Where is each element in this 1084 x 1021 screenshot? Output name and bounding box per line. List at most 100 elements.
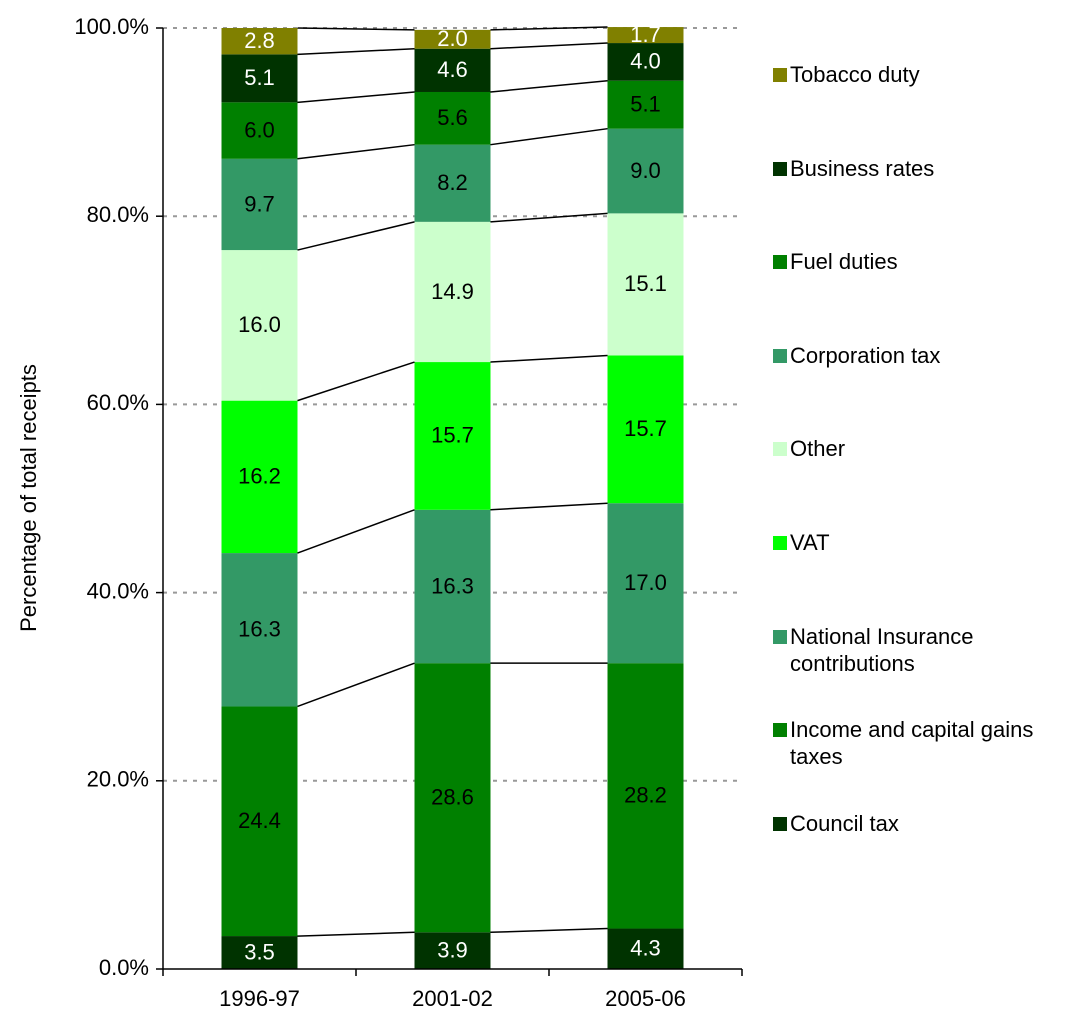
connector-line <box>297 47 415 56</box>
data-label: 24.4 <box>238 808 281 833</box>
legend-item: Tobacco duty <box>773 61 1073 88</box>
data-label: 16.0 <box>238 312 281 337</box>
y-tick-label: 40.0% <box>87 578 149 603</box>
bar-segment <box>607 663 684 929</box>
legend-label: Business rates <box>790 155 935 181</box>
data-label: 5.1 <box>244 65 275 90</box>
bar-segment <box>221 400 298 554</box>
data-label: 28.2 <box>624 783 667 808</box>
legend-swatch <box>773 816 787 831</box>
bar-segment <box>414 362 491 510</box>
bar-segment <box>607 43 684 81</box>
y-axis-title: Percentage of total receipts <box>16 364 41 632</box>
bar-segment <box>221 54 298 103</box>
y-tick-label: 80.0% <box>87 202 149 227</box>
data-label: 2.8 <box>244 28 275 53</box>
legend-item: National Insurance contributions <box>773 623 1073 677</box>
bar-segment <box>221 936 298 969</box>
data-label: 9.7 <box>244 191 275 216</box>
connector-line <box>297 509 415 554</box>
y-tick-label: 20.0% <box>87 767 149 792</box>
connector-line <box>490 354 608 363</box>
legend-item: Other <box>773 435 1073 462</box>
bar-segment <box>414 221 491 363</box>
legend-label: National Insurance contributions <box>790 623 974 676</box>
data-label: 2.0 <box>437 26 468 51</box>
legend-swatch <box>773 255 787 270</box>
bar-segment <box>221 102 298 159</box>
legend-item: Council tax <box>773 810 1073 837</box>
data-label: 1.7 <box>630 22 661 47</box>
y-tick-label: 100.0% <box>74 14 149 39</box>
legend-item: VAT <box>773 529 1073 556</box>
legend-label: Income and capital gains taxes <box>790 717 1034 770</box>
connector-line <box>490 502 608 511</box>
bar-segment <box>607 27 684 44</box>
connector-line <box>490 42 608 50</box>
connector-line <box>297 662 415 708</box>
bar-segment <box>414 932 491 969</box>
data-label: 16.3 <box>238 617 281 642</box>
bar-segment <box>414 663 491 933</box>
legend-label: Council tax <box>790 810 899 836</box>
connector-line <box>297 361 415 402</box>
data-label: 16.2 <box>238 464 281 489</box>
bar-segment <box>607 128 684 214</box>
y-tick-label: 0.0% <box>99 955 149 980</box>
data-label: 3.9 <box>437 937 468 962</box>
bar-segment <box>607 928 684 969</box>
connector-line <box>490 127 608 146</box>
bar-segment <box>607 80 684 129</box>
data-label: 16.3 <box>431 573 474 598</box>
bar-segment <box>221 250 298 401</box>
bar-segment <box>607 355 684 504</box>
legend-swatch <box>773 442 787 457</box>
legend-item: Corporation tax <box>773 342 1073 369</box>
legend-swatch <box>773 723 787 738</box>
bar-segment <box>221 28 298 55</box>
data-label: 15.7 <box>624 416 667 441</box>
y-tick-label: 60.0% <box>87 390 149 415</box>
legend-swatch <box>773 161 787 176</box>
bar-segment <box>414 29 491 49</box>
legend-label: Corporation tax <box>790 342 941 368</box>
connector-line <box>297 91 415 104</box>
x-tick-label: 2005-06 <box>605 986 686 1011</box>
data-label: 5.1 <box>630 92 661 117</box>
data-label: 15.7 <box>431 423 474 448</box>
connector-line <box>297 221 415 251</box>
data-label: 8.2 <box>437 170 468 195</box>
legend-label: Other <box>790 436 846 462</box>
data-label: 3.5 <box>244 939 275 964</box>
legend-swatch <box>773 68 787 82</box>
bar-segment <box>414 91 491 145</box>
connector-line <box>297 931 415 937</box>
data-label: 28.6 <box>431 785 474 810</box>
data-label: 17.0 <box>624 570 667 595</box>
connector-line <box>490 79 608 93</box>
bar-segment <box>607 503 684 664</box>
data-label: 9.0 <box>630 158 661 183</box>
legend-item: Business rates <box>773 155 1073 182</box>
legend-label: Tobacco duty <box>790 62 920 87</box>
legend-label: VAT <box>790 530 830 555</box>
legend-item: Fuel duties <box>773 248 1073 275</box>
legend-swatch <box>773 348 787 363</box>
data-label: 5.6 <box>437 105 468 130</box>
bar-segment <box>607 213 684 356</box>
bar-segment <box>414 48 491 92</box>
bar-segment <box>221 553 298 707</box>
legend-swatch <box>773 629 787 644</box>
connector-line <box>297 27 415 31</box>
data-label: 14.9 <box>431 279 474 304</box>
legend-label: Fuel duties <box>790 249 898 275</box>
x-tick-label: 1996-97 <box>219 986 300 1011</box>
connector-line <box>490 927 608 934</box>
bar-segment <box>414 509 491 664</box>
bar-segment <box>221 706 298 937</box>
data-label: 4.6 <box>437 57 468 82</box>
legend-swatch <box>773 536 787 550</box>
data-label: 15.1 <box>624 271 667 296</box>
